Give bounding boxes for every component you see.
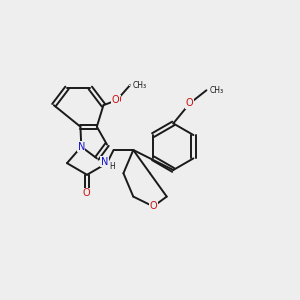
Text: N: N [101, 157, 108, 167]
Text: CH₃: CH₃ [209, 86, 224, 95]
Text: O: O [112, 94, 119, 104]
Text: O: O [82, 188, 90, 198]
Text: O: O [113, 95, 121, 105]
Text: O: O [129, 85, 130, 86]
Text: CH₃: CH₃ [133, 81, 147, 90]
Text: H: H [110, 162, 115, 171]
Text: O: O [186, 98, 194, 108]
Text: O: O [149, 201, 157, 212]
Text: N: N [78, 142, 85, 152]
